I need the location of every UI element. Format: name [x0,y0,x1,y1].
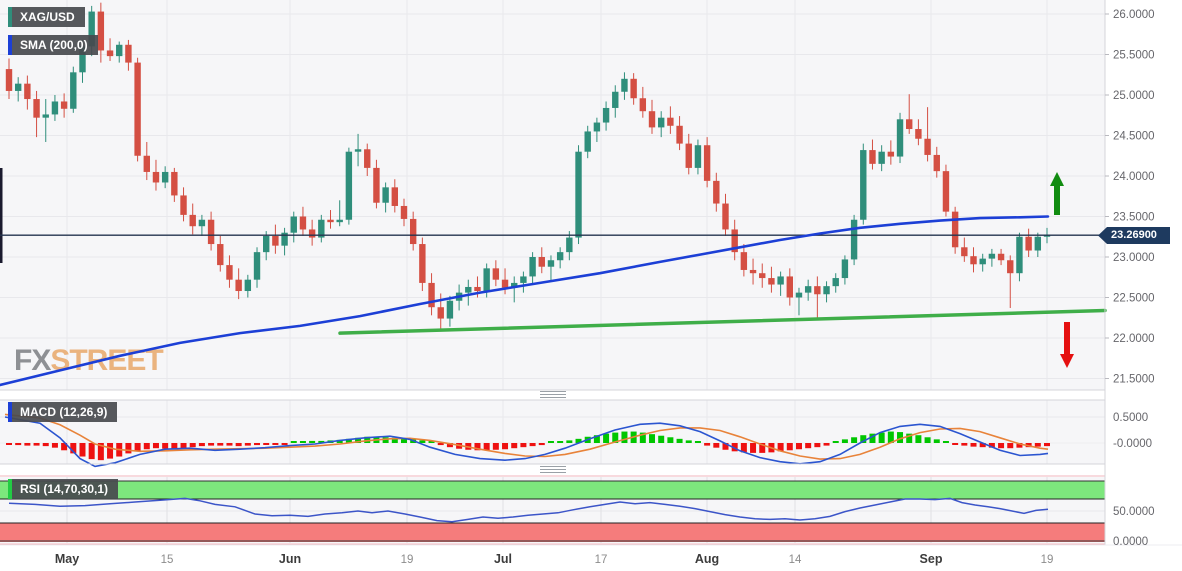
symbol-legend-chip[interactable]: XAG/USD [8,7,85,27]
macd-label: MACD (12,26,9) [20,405,108,419]
svg-text:Jun: Jun [279,552,301,566]
candles-layer [5,2,1051,330]
svg-text:17: 17 [595,554,608,566]
svg-text:-0.0000: -0.0000 [1113,438,1152,450]
macd-main-line [4,416,1049,468]
svg-text:14: 14 [789,554,802,566]
down-arrow-annotation [1060,322,1074,368]
svg-text:23.0000: 23.0000 [1113,252,1155,264]
sma-200-line[interactable] [0,215,1050,387]
macd-signal-line [4,413,1049,460]
symbol-label: XAG/USD [20,10,75,24]
rsi-line [8,497,1049,523]
svg-text:19: 19 [401,554,414,566]
svg-text:21.5000: 21.5000 [1113,374,1155,386]
sma-legend-chip[interactable]: SMA (200,0) [8,35,98,55]
svg-text:15: 15 [161,554,174,566]
svg-text:25.0000: 25.0000 [1113,90,1155,102]
price-axis: 26.0000 25.5000 25.0000 24.5000 24.0000 23.50… [1105,9,1155,548]
svg-text:19: 19 [1041,554,1054,566]
panel-borders [0,0,1182,546]
up-arrow-annotation [1050,172,1064,215]
panel-backgrounds [0,0,1105,543]
support-trendline[interactable] [338,308,1107,335]
svg-text:25.5000: 25.5000 [1113,50,1155,62]
svg-text:Aug: Aug [695,552,719,566]
svg-text:0.5000: 0.5000 [1113,412,1148,424]
symbol-accent-bar [8,7,12,27]
time-axis: May 15 Jun 19 Jul 17 Aug 14 Sep 19 [55,552,1054,566]
gridlines [0,0,1105,543]
panel-resize-grip-macd[interactable] [540,391,566,398]
svg-text:23.5000: 23.5000 [1113,212,1155,224]
rsi-accent-bar [8,479,12,499]
fxstreet-watermark: FXSTREET [14,344,163,377]
svg-text:50.0000: 50.0000 [1113,506,1155,518]
rsi-legend-chip[interactable]: RSI (14,70,30,1) [8,479,119,499]
edge-candle-fragment [0,168,3,263]
annotation-arrows [1050,172,1074,368]
svg-text:Jul: Jul [494,552,512,566]
svg-text:24.0000: 24.0000 [1113,171,1155,183]
sma-label: SMA (200,0) [20,38,88,52]
svg-text:0.0000: 0.0000 [1113,536,1148,548]
svg-text:May: May [55,552,79,566]
sma-accent-bar [8,35,12,55]
rsi-panel [0,475,1105,545]
macd-legend-chip[interactable]: MACD (12,26,9) [8,402,118,422]
svg-text:Sep: Sep [920,552,943,566]
macd-panel [4,413,1050,468]
svg-text:26.0000: 26.0000 [1113,9,1155,21]
rsi-label: RSI (14,70,30,1) [20,482,109,496]
panel-resize-grip-rsi[interactable] [540,466,566,473]
current-price-badge: 23.26900 [1098,227,1170,244]
svg-text:24.5000: 24.5000 [1113,131,1155,143]
macd-accent-bar [8,402,12,422]
svg-text:22.5000: 22.5000 [1113,293,1155,305]
svg-text:22.0000: 22.0000 [1113,333,1155,345]
